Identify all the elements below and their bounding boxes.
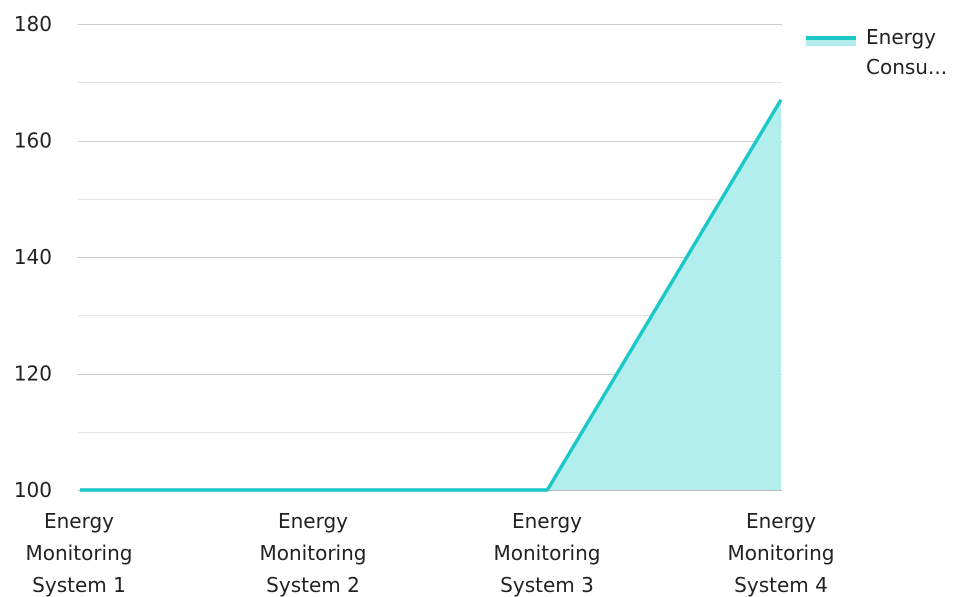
series-area-fill — [80, 99, 781, 490]
x-category-label: Energy Monitoring System 2 — [260, 509, 367, 597]
y-tick-label: 160 — [14, 129, 52, 153]
y-tick-label: 140 — [14, 245, 52, 269]
gridlines — [78, 24, 782, 491]
series-line — [80, 98, 783, 492]
x-category-label-line: System 2 — [266, 573, 360, 597]
y-axis-tick-labels: 100 120 140 160 180 — [14, 12, 52, 502]
y-tick-label: 180 — [14, 12, 52, 36]
x-category-label-line: System 3 — [500, 573, 594, 597]
x-category-label-line: Monitoring — [494, 541, 601, 565]
x-category-label-line: System 4 — [734, 573, 828, 597]
legend-label: Energy Consu... — [866, 25, 947, 79]
y-tick-label: 100 — [14, 478, 52, 502]
x-category-label: Energy Monitoring System 3 — [494, 509, 601, 597]
x-category-label-line: Monitoring — [260, 541, 367, 565]
x-category-label-line: Monitoring — [26, 541, 133, 565]
x-category-label-line: Energy — [278, 509, 348, 533]
legend-swatch-fill — [806, 38, 856, 46]
x-category-label: Energy Monitoring System 4 — [728, 509, 835, 597]
x-category-label-line: Energy — [746, 509, 816, 533]
legend: Energy Consu... — [806, 25, 947, 79]
legend-label-line-2: Consu... — [866, 55, 947, 79]
x-category-label-line: Monitoring — [728, 541, 835, 565]
series-area — [80, 98, 783, 492]
y-tick-label: 120 — [14, 362, 52, 386]
x-axis-category-labels: Energy Monitoring System 1 Energy Monitoring… — [26, 509, 835, 597]
x-category-label-line: System 1 — [32, 573, 126, 597]
legend-label-line-1: Energy — [866, 25, 936, 49]
x-category-label-line: Energy — [44, 509, 114, 533]
x-category-label: Energy Monitoring System 1 — [26, 509, 133, 597]
x-category-label-line: Energy — [512, 509, 582, 533]
